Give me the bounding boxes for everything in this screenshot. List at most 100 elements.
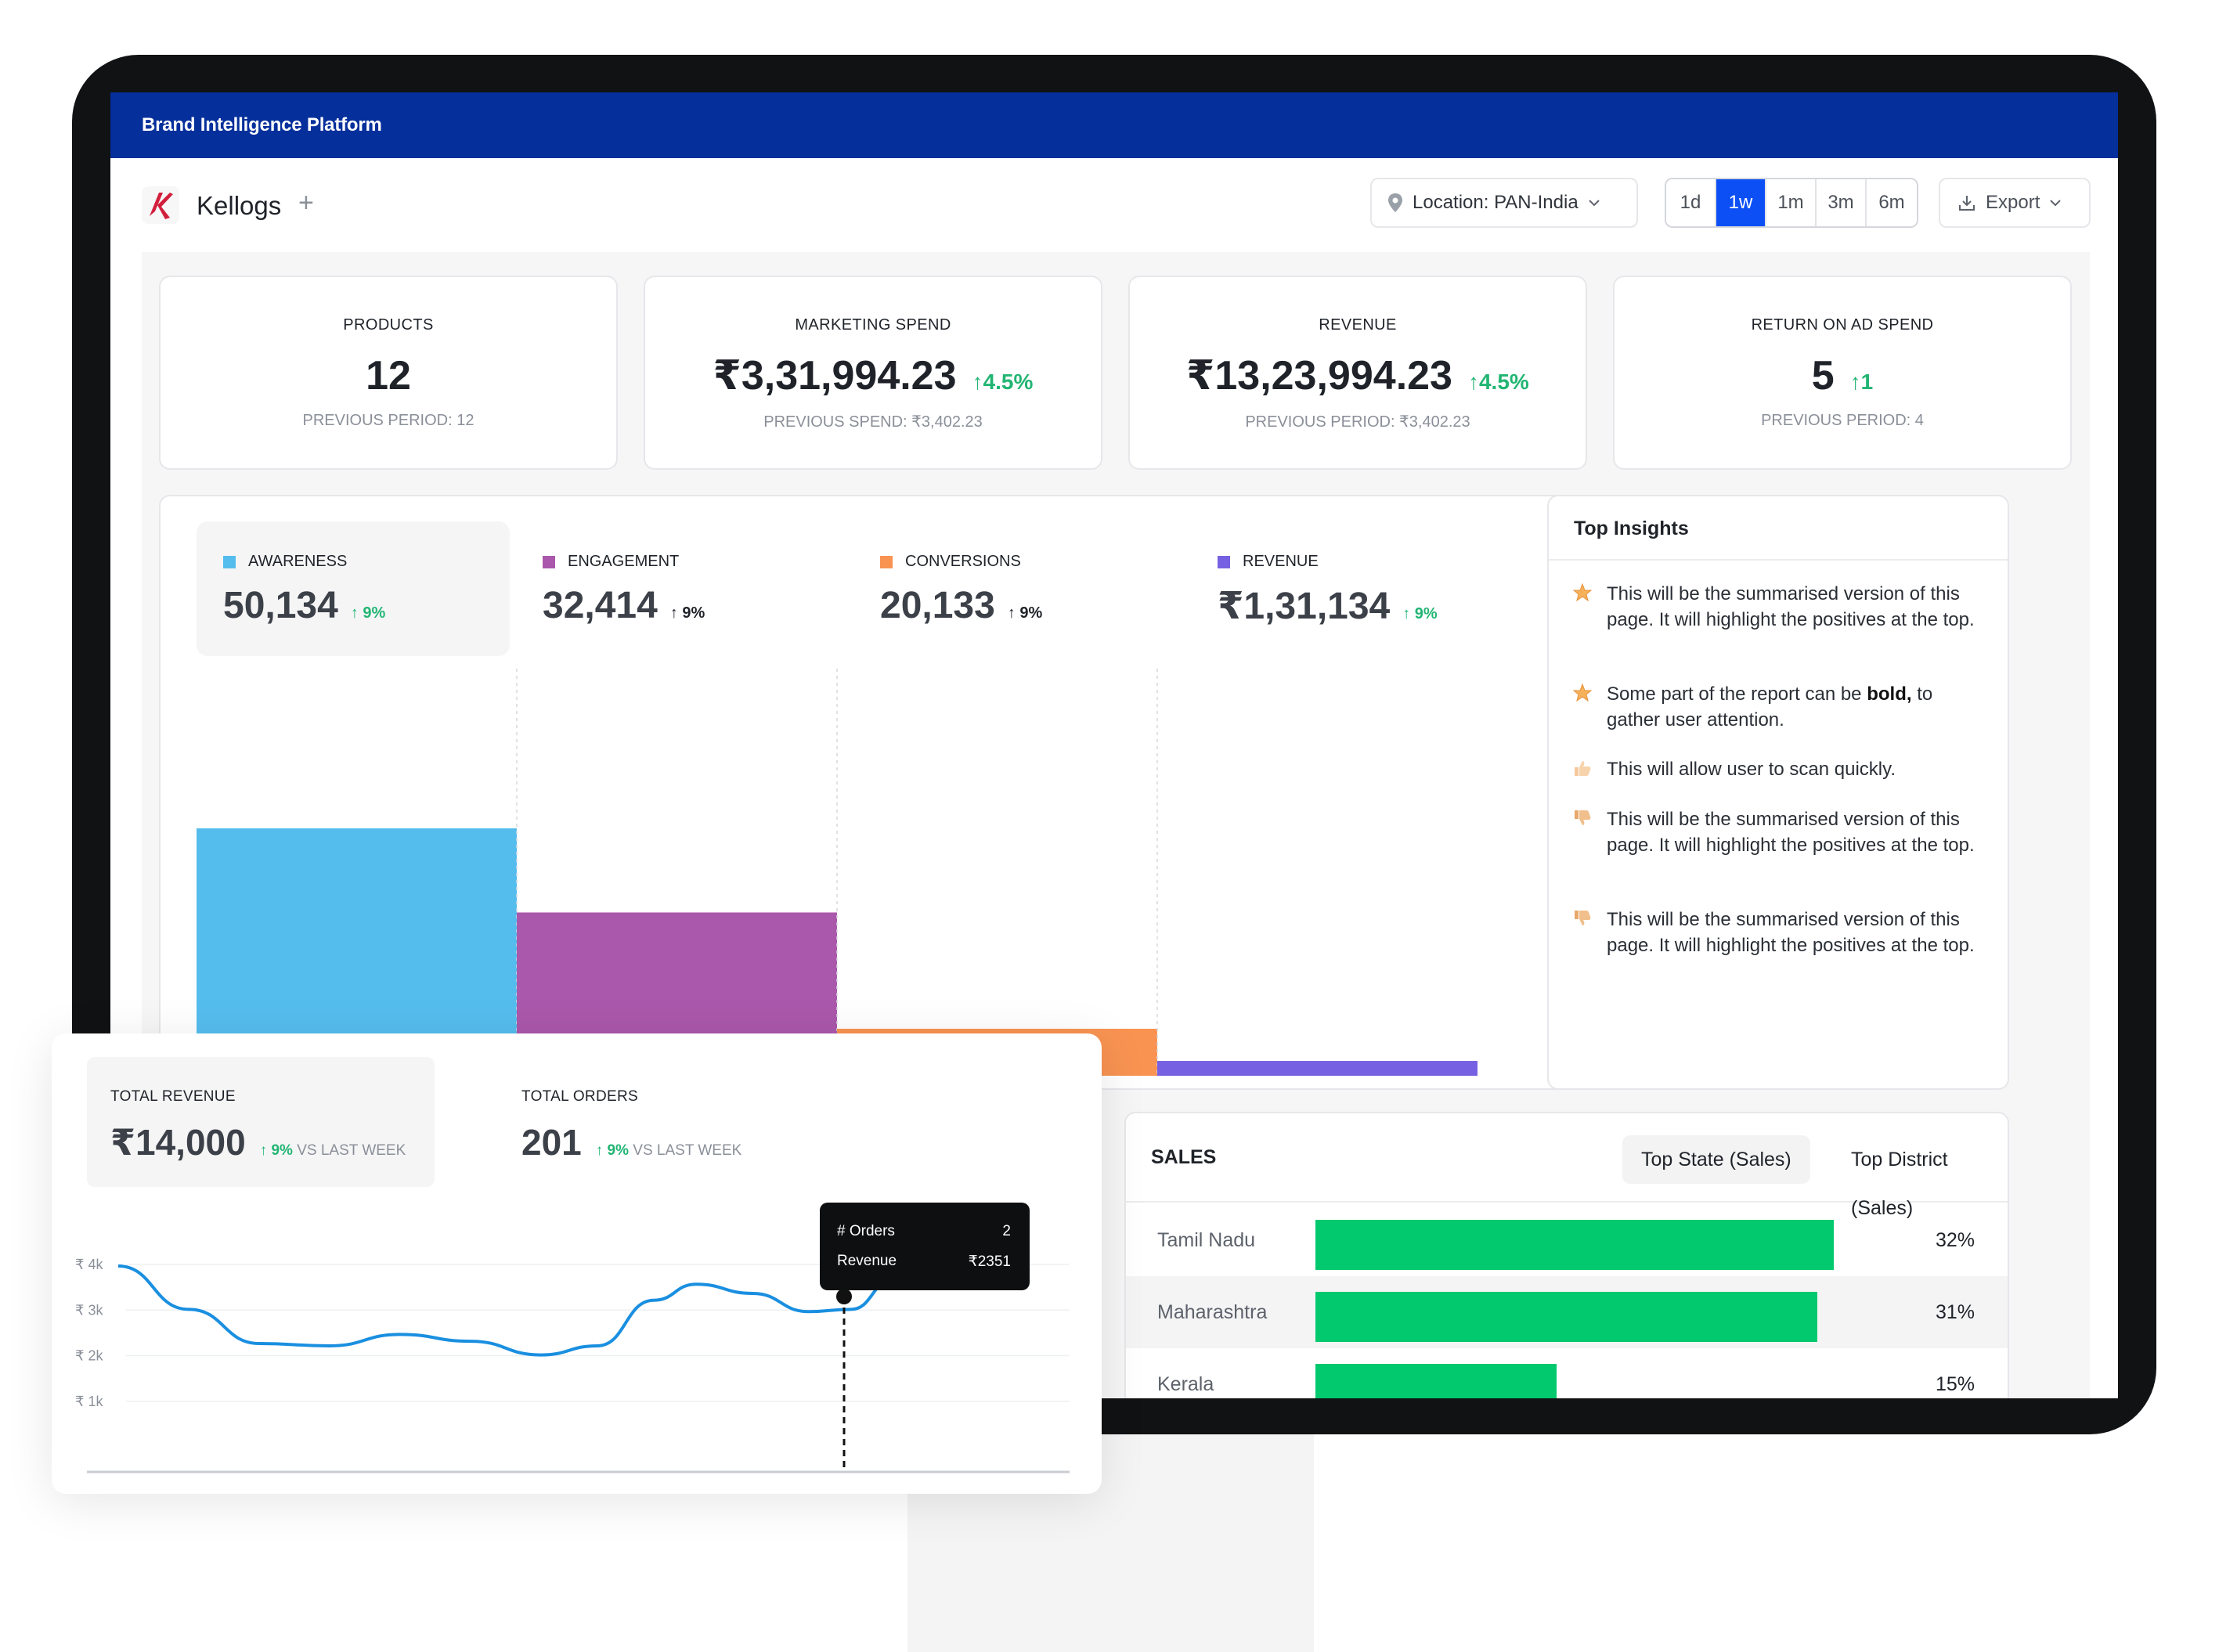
funnel-tab-value: 32,414 <box>543 585 658 626</box>
stat-delta-value: ↑ 9% <box>259 1142 293 1159</box>
brand-logo <box>142 186 179 224</box>
sales-row: Tamil Nadu 32% <box>1126 1204 2008 1276</box>
insight-item: This will be the summarised version of t… <box>1572 581 1979 633</box>
sales-title: SALES <box>1151 1146 1217 1168</box>
legend-swatch <box>223 555 236 568</box>
funnel-bar-revenue <box>1157 1061 1478 1076</box>
sales-state-name: Maharashtra <box>1157 1301 1268 1323</box>
period-6m[interactable]: 6m <box>1867 179 1917 226</box>
sales-percent: 31% <box>1935 1301 1975 1323</box>
tab-top-district[interactable]: Top District (Sales) <box>1851 1149 1948 1219</box>
funnel-card: AWARENESS 50,134 ↑ 9% ENGAGEMENT 32,414 ↑ … <box>159 495 1603 1090</box>
chevron-down-icon <box>2050 200 2062 207</box>
thumbs-down-icon <box>1575 810 1591 825</box>
stat-value: ₹14,000 <box>110 1122 246 1163</box>
sales-state-name: Kerala <box>1157 1373 1214 1395</box>
kpi-delta: ↑4.5% <box>1467 370 1529 394</box>
download-icon <box>1959 196 1975 211</box>
kpi-previous: PREVIOUS PERIOD: 12 <box>302 412 474 429</box>
stat-delta-caption: VS LAST WEEK <box>297 1142 406 1159</box>
hover-point[interactable] <box>836 1289 852 1304</box>
stat-label: TOTAL ORDERS <box>521 1088 638 1105</box>
period-1d[interactable]: 1d <box>1666 179 1716 226</box>
kpi-value: 12 <box>366 353 411 399</box>
funnel-tab-label: REVENUE <box>1243 553 1319 570</box>
tooltip-value: ₹2351 <box>968 1253 1011 1270</box>
kpi-value: 5 <box>1811 353 1835 399</box>
sales-bar <box>1315 1220 1834 1270</box>
period-selector: 1d 1w 1m 3m 6m <box>1665 178 1918 228</box>
chart-tooltip: # Orders 2 Revenue ₹2351 <box>820 1203 1030 1290</box>
top-insights-card: Top Insights This will be the summarised… <box>1547 495 2009 1090</box>
funnel-tab-value: 50,134 <box>223 585 338 626</box>
kpi-previous: PREVIOUS SPEND: ₹3,402.23 <box>763 413 983 431</box>
kpi-value: ₹13,23,994.23 <box>1186 353 1452 399</box>
insight-bold-text: bold, <box>1867 684 1912 705</box>
kpi-value: ₹3,31,994.23 <box>713 353 957 399</box>
period-1w[interactable]: 1w <box>1716 179 1766 226</box>
insight-item: Some part of the report can be bold, to … <box>1572 681 1979 733</box>
funnel-tab-conversions[interactable]: CONVERSIONS 20,133 ↑ 9% <box>853 521 1167 656</box>
sales-header: SALES Top State (Sales) Top District (Sa… <box>1126 1113 2008 1219</box>
stat-delta: ↑ 9% VS LAST WEEK <box>596 1142 742 1160</box>
stat-delta-caption: VS LAST WEEK <box>633 1142 742 1159</box>
insight-text: This will allow user to scan quickly. <box>1607 759 1896 780</box>
kpi-card-revenue: REVENUE ₹13,23,994.23 ↑4.5% PREVIOUS PERI… <box>1128 276 1587 470</box>
brand-name: Kellogs <box>197 191 282 220</box>
funnel-tab-revenue[interactable]: REVENUE ₹1,31,134 ↑ 9% <box>1191 521 1504 656</box>
sales-percent: 32% <box>1935 1229 1975 1251</box>
kpi-title: RETURN ON AD SPEND <box>1751 316 1934 334</box>
insight-text-part: to gather user attention. <box>1607 684 1933 730</box>
kpi-title: REVENUE <box>1319 316 1397 334</box>
insight-item: This will allow user to scan quickly. <box>1572 756 1979 782</box>
funnel-tab-label: AWARENESS <box>248 553 348 570</box>
location-pin-icon <box>1388 193 1402 212</box>
period-1m[interactable]: 1m <box>1766 179 1817 226</box>
funnel-tab-delta: ↑ 9% <box>669 604 705 622</box>
add-brand-button[interactable]: + <box>298 188 314 218</box>
funnel-tab-delta: ↑ 9% <box>1402 605 1438 622</box>
kpi-delta: ↑4.5% <box>972 370 1034 394</box>
insight-item: This will be the summarised version of t… <box>1572 907 1979 958</box>
funnel-tab-value: ₹1,31,134 <box>1218 586 1391 627</box>
location-label: Location: PAN-India <box>1413 192 1579 213</box>
stat-label: TOTAL REVENUE <box>110 1088 236 1105</box>
kpi-previous: PREVIOUS PERIOD: ₹3,402.23 <box>1245 413 1470 431</box>
insight-text: This will be the summarised version of t… <box>1607 809 1975 856</box>
insight-text: This will be the summarised version of t… <box>1607 583 1975 630</box>
total-revenue-tab[interactable]: TOTAL REVENUE ₹14,000 ↑ 9% VS LAST WEEK <box>87 1057 435 1187</box>
app-title: Brand Intelligence Platform <box>110 92 2118 158</box>
funnel-tab-label: CONVERSIONS <box>905 553 1021 570</box>
insight-text-part: Some part of the report can be <box>1607 684 1867 705</box>
export-button[interactable]: Export <box>1939 178 2091 228</box>
sales-row: Kerala 15% <box>1126 1348 2008 1398</box>
kpi-card-marketing-spend: MARKETING SPEND ₹3,31,994.23 ↑4.5% PREVIO… <box>644 276 1102 470</box>
stat-delta-value: ↑ 9% <box>595 1142 629 1159</box>
kpi-title: MARKETING SPEND <box>795 316 951 334</box>
revenue-orders-card: TOTAL REVENUE ₹14,000 ↑ 9% VS LAST WEEK … <box>52 1033 1102 1494</box>
thumbs-up-icon <box>1575 761 1591 776</box>
thumbs-down-icon <box>1575 911 1591 925</box>
funnel-tab-awareness[interactable]: AWARENESS 50,134 ↑ 9% <box>197 521 510 656</box>
star-icon <box>1572 583 1593 602</box>
export-label: Export <box>1986 192 2040 213</box>
total-orders-tab[interactable]: TOTAL ORDERS 201 ↑ 9% VS LAST WEEK <box>498 1057 846 1187</box>
tooltip-label: Revenue <box>837 1253 897 1269</box>
funnel-tab-engagement[interactable]: ENGAGEMENT 32,414 ↑ 9% <box>516 521 829 656</box>
funnel-tab-label: ENGAGEMENT <box>568 553 680 570</box>
stat-delta: ↑ 9% VS LAST WEEK <box>260 1142 406 1160</box>
period-3m[interactable]: 3m <box>1817 179 1867 226</box>
kpi-delta: ↑1 <box>1849 370 1874 394</box>
location-dropdown[interactable]: Location: PAN-India <box>1370 178 1638 228</box>
star-icon <box>1572 683 1593 702</box>
kpi-title: PRODUCTS <box>343 316 434 334</box>
kpi-card-roas: RETURN ON AD SPEND 5 ↑1 PREVIOUS PERIOD: … <box>1613 276 2072 470</box>
sales-bar <box>1315 1292 1817 1342</box>
legend-swatch <box>1218 555 1230 568</box>
tab-top-state[interactable]: Top State (Sales) <box>1622 1135 1810 1184</box>
revenue-line <box>117 1232 936 1357</box>
tooltip-value: 2 <box>1002 1223 1011 1239</box>
chevron-down-icon <box>1588 200 1600 207</box>
y-tick-label: ₹ 4k <box>75 1257 103 1272</box>
funnel-tab-delta: ↑ 9% <box>1007 604 1043 622</box>
